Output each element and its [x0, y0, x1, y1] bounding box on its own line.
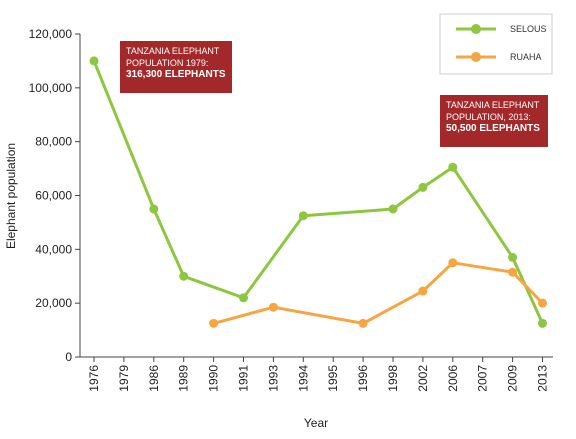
- annotation-1979: TANZANIA ELEPHANT POPULATION 1979: 316,3…: [120, 41, 232, 93]
- x-tick-label: 2007: [476, 365, 490, 392]
- x-tick-label: 1986: [147, 365, 161, 392]
- data-point-selous: [508, 252, 518, 262]
- data-point-ruaha: [209, 318, 219, 328]
- x-tick-label: 1990: [207, 365, 221, 392]
- x-tick-label: 2013: [536, 365, 550, 392]
- annotation-2013-line3: 50,500 ELEPHANTS: [446, 123, 540, 134]
- annotation-2013: TANZANIA ELEPHANT POPULATION, 2013: 50,5…: [440, 95, 548, 147]
- y-tick-label: 20,000: [35, 296, 72, 310]
- x-axis-title: Year: [304, 416, 328, 430]
- y-tick-label: 60,000: [35, 189, 72, 203]
- x-tick-label: 1979: [117, 365, 131, 392]
- data-point-ruaha: [508, 267, 518, 277]
- legend: SELOUS RUAHA: [439, 13, 553, 75]
- data-point-selous: [179, 271, 189, 281]
- data-point-selous: [239, 293, 248, 303]
- legend-label-ruaha: RUAHA: [510, 52, 542, 62]
- annotation-1979-line3: 316,300 ELEPHANTS: [126, 69, 226, 80]
- legend-marker-selous: [471, 24, 481, 34]
- data-point-ruaha: [268, 302, 278, 312]
- data-point-selous: [298, 211, 308, 221]
- data-point-selous: [149, 204, 159, 214]
- y-tick-label: 100,000: [29, 81, 73, 95]
- y-tick-label: 80,000: [35, 135, 72, 149]
- x-tick-label: 1993: [266, 365, 280, 392]
- x-tick-label: 2006: [446, 365, 460, 392]
- legend-marker-ruaha: [471, 52, 481, 62]
- series-group: [89, 56, 547, 328]
- x-tick-label: 1976: [87, 365, 101, 392]
- x-tick-label: 1995: [326, 365, 340, 392]
- x-tick-label: 1998: [386, 365, 400, 392]
- data-point-ruaha: [418, 286, 428, 296]
- annotation-1979-line1: TANZANIA ELEPHANT: [126, 46, 220, 56]
- data-point-ruaha: [358, 318, 368, 328]
- y-axis-title: Elephant population: [4, 143, 18, 249]
- x-tick-label: 1996: [356, 365, 370, 392]
- y-tick-label: 0: [65, 350, 72, 364]
- legend-label-selous: SELOUS: [510, 24, 547, 34]
- annotation-2013-line2: POPULATION, 2013:: [446, 112, 531, 122]
- y-tick-label: 120,000: [29, 27, 73, 41]
- data-point-selous: [89, 56, 99, 66]
- data-point-selous: [538, 318, 547, 328]
- x-tick-label: 2009: [506, 365, 520, 392]
- x-tick-group: 1976 1979 1986 1989 1990 1991 1993 1994 1995 1996…: [87, 357, 550, 392]
- series-line-selous: [92, 59, 544, 325]
- data-point-selous: [388, 204, 398, 214]
- data-point-ruaha: [448, 258, 458, 268]
- data-point-ruaha: [538, 298, 547, 308]
- annotation-2013-line1: TANZANIA ELEPHANT: [446, 100, 540, 110]
- x-tick-label: 2002: [416, 365, 430, 392]
- legend-box: [439, 13, 553, 75]
- y-tick-group: 0 20,000 40,000 60,000 80,000 100,000 120,000: [29, 27, 80, 364]
- x-tick-label: 1989: [177, 365, 191, 392]
- data-point-selous: [418, 182, 428, 192]
- annotation-1979-line2: POPULATION 1979:: [126, 58, 209, 68]
- y-tick-label: 40,000: [35, 242, 72, 256]
- x-tick-label: 1991: [237, 365, 251, 392]
- data-point-selous: [448, 162, 458, 172]
- x-tick-label: 1994: [296, 365, 310, 392]
